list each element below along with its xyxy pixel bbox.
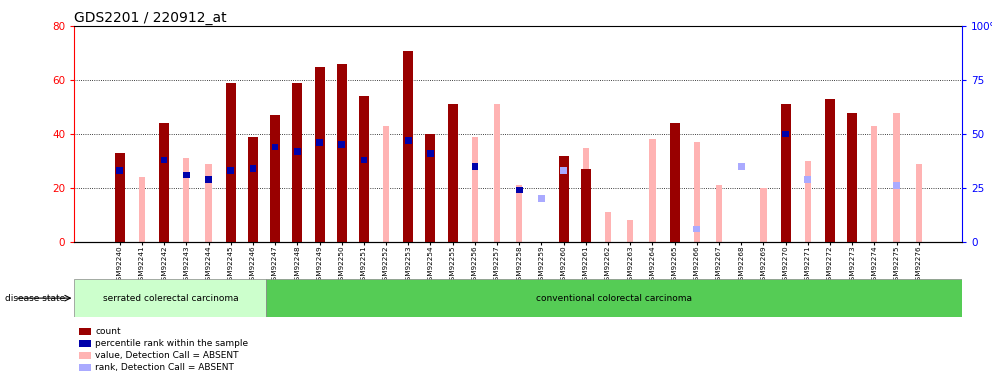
Bar	[605, 212, 611, 242]
Bar	[338, 141, 345, 148]
Text: rank, Detection Call = ABSENT: rank, Detection Call = ABSENT	[95, 363, 234, 372]
Bar	[227, 167, 234, 174]
Bar	[383, 126, 389, 242]
Bar	[248, 137, 258, 242]
Bar	[781, 104, 791, 242]
Bar	[272, 137, 278, 242]
Bar	[472, 137, 478, 242]
Bar	[428, 150, 434, 157]
Bar	[270, 115, 280, 242]
Bar	[805, 161, 810, 242]
Text: value, Detection Call = ABSENT: value, Detection Call = ABSENT	[95, 351, 239, 360]
Bar	[360, 157, 367, 163]
Bar	[627, 220, 633, 242]
Bar	[294, 148, 301, 154]
Bar	[293, 83, 303, 242]
Bar	[115, 153, 125, 242]
Bar	[116, 167, 123, 174]
Bar	[267, 279, 962, 317]
Bar	[183, 172, 189, 178]
Bar	[893, 183, 900, 189]
Bar	[560, 167, 567, 174]
Bar	[516, 185, 523, 242]
Bar	[560, 177, 566, 242]
Bar	[447, 104, 457, 242]
Text: serrated colerectal carcinoma: serrated colerectal carcinoma	[102, 294, 238, 303]
Bar	[581, 169, 591, 242]
Text: count: count	[95, 327, 121, 336]
Bar	[426, 134, 435, 242]
Text: percentile rank within the sample: percentile rank within the sample	[95, 339, 248, 348]
Bar	[316, 140, 322, 146]
Bar	[205, 176, 212, 183]
Bar	[693, 226, 700, 232]
Bar	[404, 51, 414, 242]
Bar	[161, 157, 168, 163]
Bar	[847, 112, 857, 242]
Bar	[894, 112, 900, 242]
Bar	[314, 67, 324, 242]
Bar	[205, 164, 211, 242]
Bar	[825, 99, 835, 242]
Bar	[916, 164, 922, 242]
Bar	[738, 163, 745, 170]
Bar	[783, 131, 789, 137]
Bar	[760, 188, 767, 242]
Text: GDS2201 / 220912_at: GDS2201 / 220912_at	[74, 11, 227, 25]
Bar	[670, 123, 680, 242]
Bar	[405, 137, 412, 144]
Bar	[139, 177, 145, 242]
Bar	[650, 140, 656, 242]
Bar	[871, 126, 878, 242]
Bar	[516, 187, 523, 194]
Bar	[159, 123, 169, 242]
Bar	[226, 83, 236, 242]
Text: disease state: disease state	[5, 294, 65, 303]
Bar	[359, 96, 369, 242]
Bar	[738, 163, 745, 170]
Text: conventional colorectal carcinoma: conventional colorectal carcinoma	[537, 294, 692, 303]
Bar	[538, 195, 545, 202]
Bar	[582, 147, 589, 242]
Bar	[336, 64, 346, 242]
Bar	[693, 142, 700, 242]
Bar	[494, 104, 500, 242]
Bar	[805, 176, 811, 183]
Bar	[471, 163, 478, 170]
Bar	[184, 158, 189, 242]
Bar	[716, 185, 722, 242]
Bar	[272, 144, 279, 150]
Bar	[558, 156, 568, 242]
Bar	[250, 165, 256, 172]
Bar	[74, 279, 267, 317]
